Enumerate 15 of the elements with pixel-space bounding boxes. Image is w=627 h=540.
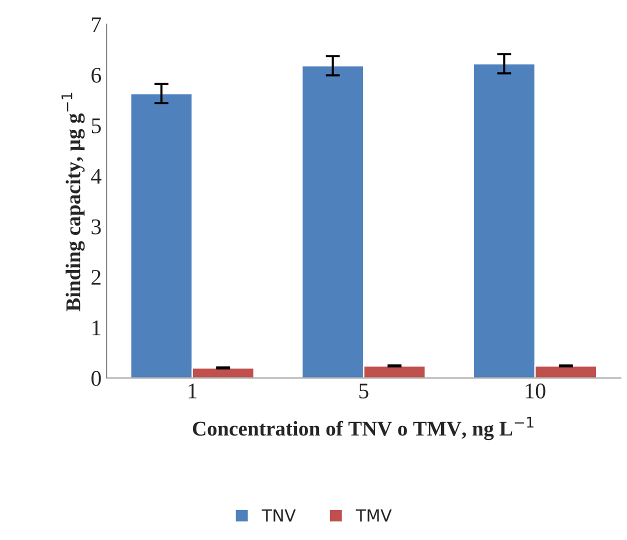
- y-tick-label: 1: [92, 320, 100, 336]
- y-tick-label: 0: [91, 370, 101, 386]
- legend-label: TMV: [356, 509, 392, 522]
- y-tick-label: 2: [92, 270, 101, 285]
- x-tick-label: 10: [526, 384, 546, 398]
- legend-label: TNV: [262, 509, 296, 522]
- x-tick-label: 5: [359, 384, 368, 398]
- y-tick-label: 7: [92, 17, 102, 32]
- y-tick-label: 4: [91, 168, 102, 184]
- y-tick-label: 5: [92, 118, 101, 134]
- y-axis-title: Binding capacity, µg g$^{−1}$: [62, 92, 85, 312]
- x-tick-label: 1: [188, 384, 196, 398]
- y-tick-label: 3: [92, 219, 101, 234]
- x-axis-title: Concentration of TNV o TMV, ng L$^{−1}$: [192, 416, 534, 440]
- y-tick-label: 6: [92, 68, 102, 83]
